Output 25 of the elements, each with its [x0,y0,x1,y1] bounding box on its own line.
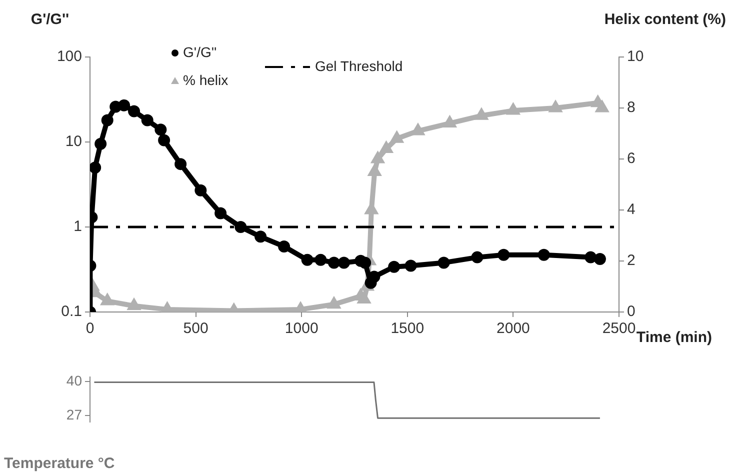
y2-tick-label: 8 [627,99,636,116]
x-tick-label: 1000 [284,320,318,338]
y2-tick-label: 2 [627,252,636,270]
y-axis-title: Temperature °C [4,455,115,472]
y-tick-label: 0.1 [61,303,82,320]
y-tick-label: 27 [66,406,82,422]
y-tick-label: 100 [56,48,82,66]
x-tick-label: 2500 [602,320,636,338]
x-tick-label: 0 [86,320,94,338]
y-tick-label: 40 [66,372,82,388]
x-tick-label: 500 [183,320,208,338]
y2-tick-label: 4 [627,201,636,218]
y2-tick-label: 0 [627,303,636,320]
y-tick-label: 1 [74,218,82,236]
legend-label: G'/G'' [183,44,217,60]
x-tick-label: 2000 [496,320,530,338]
x-axis-title: Time (min) [636,329,712,346]
legend-label: Gel Threshold [315,58,403,74]
legend-label: % helix [183,72,228,88]
y-axis-title: G'/G'' [30,11,70,28]
x-tick-label: 1500 [390,320,424,338]
y2-tick-label: 10 [627,48,644,66]
y2-axis-title: Helix content (%) [604,11,726,28]
y-tick-label: 10 [65,133,82,150]
y2-tick-label: 6 [627,150,636,168]
